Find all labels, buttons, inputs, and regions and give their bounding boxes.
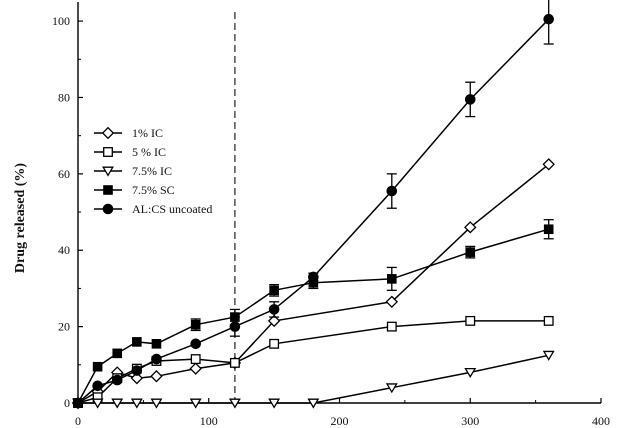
series-2 — [72, 350, 555, 409]
data-point — [190, 319, 201, 330]
data-point — [465, 247, 476, 257]
y-tick-label: 20 — [58, 320, 70, 334]
legend-label: 1% IC — [132, 126, 163, 140]
data-point — [130, 398, 143, 409]
data-point — [150, 398, 163, 409]
data-point — [229, 321, 241, 332]
legend-label: 7.5% SC — [132, 183, 175, 197]
legend-item-2: 7.5% IC — [94, 164, 172, 178]
data-point — [385, 383, 398, 394]
data-point — [268, 304, 280, 315]
x-tick-label: 200 — [331, 414, 349, 428]
legend-label: 7.5% IC — [132, 164, 172, 178]
data-point — [228, 398, 241, 409]
data-point — [72, 397, 84, 409]
series-line — [77, 320, 549, 404]
data-point — [542, 158, 555, 171]
legend-item-1: 5 % IC — [94, 145, 166, 159]
data-point — [464, 94, 476, 105]
data-point — [267, 314, 281, 328]
data-point — [130, 371, 144, 385]
legend-marker — [103, 147, 113, 157]
legend-item-3: 7.5% SC — [94, 183, 175, 197]
data-point — [189, 398, 202, 409]
data-point — [189, 362, 202, 375]
data-point — [151, 339, 162, 349]
legend-item-0: 1% IC — [94, 126, 163, 140]
data-point — [269, 285, 279, 296]
data-point — [269, 338, 280, 349]
data-point — [386, 321, 397, 332]
data-point — [229, 357, 240, 368]
y-tick-label: 40 — [58, 243, 70, 257]
y-tick-label: 60 — [58, 167, 70, 181]
data-point — [268, 398, 281, 409]
legend-marker — [101, 126, 115, 140]
data-point — [190, 338, 201, 350]
legend-marker — [103, 185, 113, 195]
series-3 — [73, 219, 554, 408]
data-point — [91, 398, 104, 409]
data-point — [308, 271, 319, 283]
legend-item-4: AL:CS uncoated — [94, 202, 212, 216]
data-point — [111, 374, 123, 386]
data-point — [131, 365, 143, 376]
legend-label: AL:CS uncoated — [132, 202, 212, 216]
y-tick-label: 0 — [64, 396, 70, 410]
legend-marker — [102, 166, 114, 177]
data-point — [307, 398, 320, 409]
data-point — [150, 370, 163, 383]
x-tick-label: 400 — [592, 414, 610, 428]
data-point — [92, 380, 103, 392]
series-4 — [72, 0, 555, 409]
data-point — [543, 315, 554, 326]
y-tick-label: 80 — [58, 90, 70, 104]
data-point — [385, 295, 399, 309]
data-point — [465, 315, 476, 326]
plot-area: 0 20 40 60 80 100 0 100 200 300 400 — [52, 0, 610, 428]
y-tick-label: 100 — [52, 14, 70, 28]
data-point — [464, 367, 477, 379]
data-point — [190, 354, 201, 365]
data-point — [387, 274, 397, 284]
data-point — [543, 13, 555, 25]
x-tick-label: 100 — [200, 414, 218, 428]
y-axis-label: Drug released (%) — [13, 163, 28, 273]
legend-marker — [102, 203, 114, 215]
x-tick-label: 300 — [461, 414, 479, 428]
data-point — [151, 353, 162, 365]
legend: 1% IC 5 % IC 7.5% IC 7.5% SC AL:CS uncoated — [94, 126, 212, 216]
series-line — [78, 354, 549, 404]
data-point — [132, 337, 142, 347]
data-point — [543, 224, 554, 235]
data-point — [111, 398, 124, 409]
data-point — [112, 348, 123, 359]
data-point — [386, 185, 398, 197]
x-tick-label: 0 — [75, 414, 81, 428]
series-1 — [73, 315, 554, 408]
data-point — [464, 221, 477, 234]
data-point — [92, 361, 103, 372]
legend-label: 5 % IC — [132, 145, 166, 159]
data-point — [542, 350, 555, 361]
